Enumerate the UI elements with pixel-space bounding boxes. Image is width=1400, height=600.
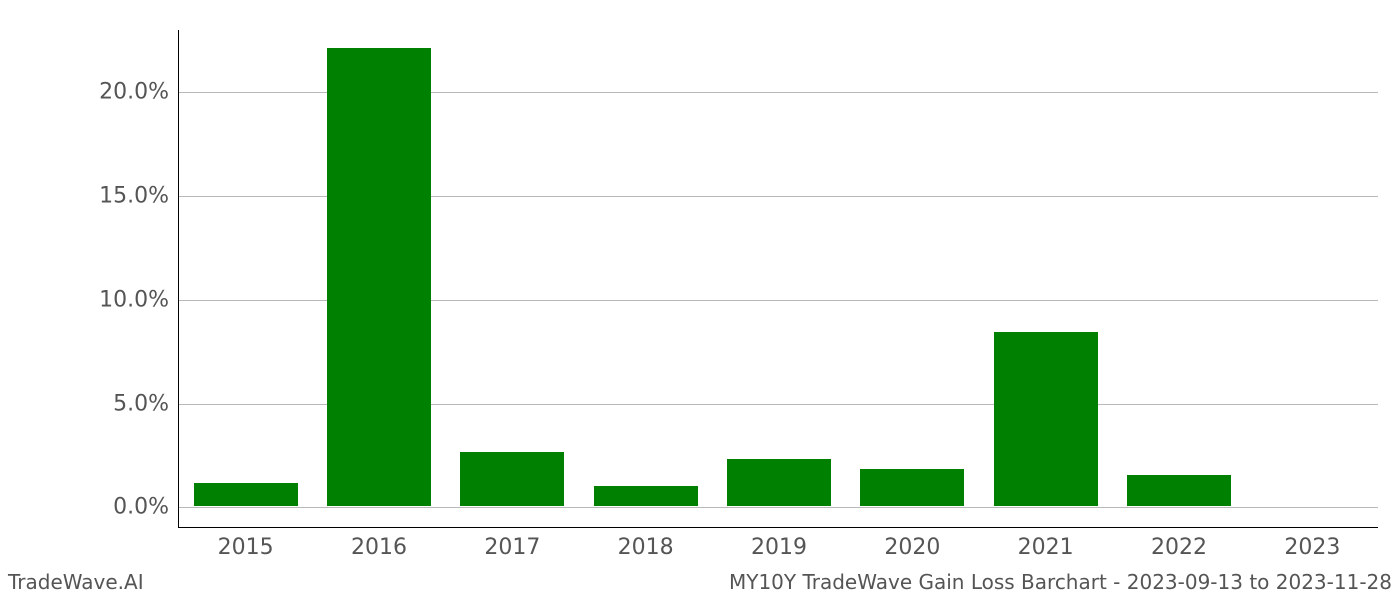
bar — [460, 452, 564, 506]
bar — [727, 459, 831, 507]
y-tick-label: 10.0% — [99, 287, 179, 312]
bar — [994, 332, 1098, 506]
x-tick-label: 2019 — [751, 527, 807, 560]
bar — [194, 483, 298, 506]
x-tick-label: 2017 — [484, 527, 540, 560]
gridline — [179, 507, 1378, 508]
plot-area: 0.0%5.0%10.0%15.0%20.0%20152016201720182… — [178, 30, 1378, 528]
bar — [594, 486, 698, 507]
y-tick-label: 0.0% — [113, 495, 179, 520]
x-tick-label: 2022 — [1151, 527, 1207, 560]
x-tick-label: 2020 — [884, 527, 940, 560]
x-tick-label: 2023 — [1284, 527, 1340, 560]
bar — [860, 469, 964, 506]
footer-brand: TradeWave.AI — [8, 570, 144, 594]
y-tick-label: 5.0% — [113, 391, 179, 416]
y-tick-label: 15.0% — [99, 184, 179, 209]
footer-caption: MY10Y TradeWave Gain Loss Barchart - 202… — [729, 570, 1392, 594]
x-tick-label: 2015 — [218, 527, 274, 560]
y-tick-label: 20.0% — [99, 80, 179, 105]
bar — [1127, 475, 1231, 506]
x-tick-label: 2016 — [351, 527, 407, 560]
x-tick-label: 2018 — [618, 527, 674, 560]
bar — [327, 48, 431, 507]
x-tick-label: 2021 — [1018, 527, 1074, 560]
